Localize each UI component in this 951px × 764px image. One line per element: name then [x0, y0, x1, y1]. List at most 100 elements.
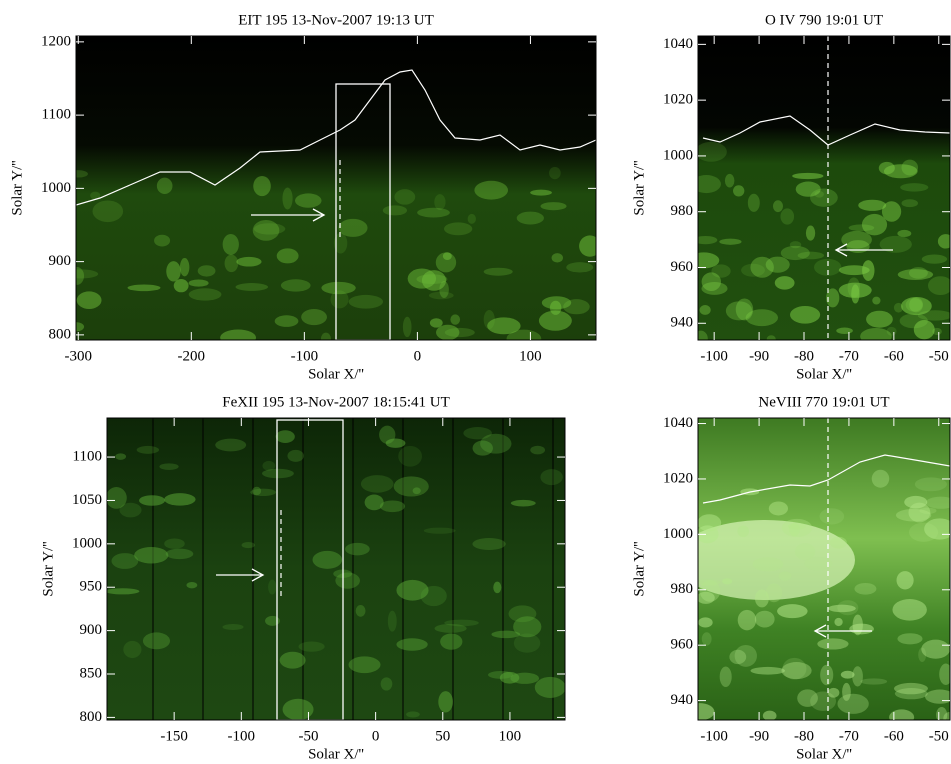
- blob: [253, 175, 271, 197]
- blob: [729, 649, 747, 665]
- stripe: [552, 418, 554, 720]
- y-tick-label: 1000: [72, 535, 102, 551]
- blob: [750, 256, 774, 278]
- blob: [847, 277, 861, 298]
- blob: [921, 639, 950, 659]
- blob: [142, 632, 171, 650]
- limb-contour: [702, 454, 950, 504]
- y-tick-label: 1040: [663, 36, 693, 52]
- blob: [250, 488, 277, 497]
- blob: [858, 199, 887, 211]
- blob: [897, 633, 923, 645]
- x-tick-label: 0: [414, 348, 422, 364]
- blob: [265, 615, 280, 626]
- blob: [862, 260, 875, 281]
- blob: [699, 580, 721, 602]
- blob: [754, 589, 769, 608]
- blob: [379, 500, 406, 513]
- blob: [939, 663, 950, 685]
- x-axis-label: Solar X/'': [796, 366, 852, 382]
- blob: [754, 610, 775, 628]
- blob: [814, 190, 824, 198]
- x-tick-label: 0: [372, 728, 380, 744]
- blob: [766, 335, 776, 340]
- x-tick-label: -50: [298, 728, 318, 744]
- blob: [380, 677, 393, 691]
- y-tick-label: 960: [671, 637, 694, 653]
- panel: -300 -200 -100 0 100 800 900 1000 1100 1200 EIT 19…: [9, 12, 597, 382]
- y-tick-label: 800: [49, 326, 72, 342]
- blob: [735, 298, 754, 321]
- blob: [540, 202, 567, 211]
- blob: [179, 258, 190, 277]
- blob: [510, 499, 536, 507]
- blob: [810, 691, 837, 711]
- blob: [236, 256, 262, 267]
- blob: [699, 305, 711, 315]
- blob: [814, 258, 842, 276]
- blob: [345, 542, 370, 556]
- blob: [852, 614, 863, 636]
- blob: [406, 711, 420, 718]
- blob: [908, 502, 931, 523]
- blob: [188, 279, 209, 287]
- blob: [294, 193, 322, 208]
- blob: [854, 582, 877, 595]
- blob: [276, 248, 299, 264]
- blob: [154, 234, 171, 247]
- blob: [364, 494, 384, 511]
- blob: [253, 223, 286, 235]
- panel: -100 -90 -80 -70 -60 -50 940 960 980 1000 1020 1040…: [631, 394, 951, 762]
- blob: [790, 305, 821, 324]
- blob: [551, 253, 563, 263]
- solar-image: [698, 418, 950, 720]
- blob: [127, 284, 161, 292]
- blob: [871, 469, 890, 488]
- blob: [282, 187, 293, 210]
- blob: [252, 486, 262, 496]
- field-of-view: [335, 83, 391, 340]
- blob: [107, 588, 140, 595]
- blob: [166, 261, 181, 282]
- panel: -100 -90 -80 -70 -60 -50 940 960 980 1000 1020 1040…: [631, 12, 951, 382]
- blob: [493, 581, 502, 594]
- blob: [450, 314, 461, 325]
- x-tick-label: -100: [291, 348, 319, 364]
- blob: [76, 267, 85, 285]
- y-axis-label: Solar Y/'': [631, 160, 647, 216]
- blob: [516, 211, 544, 225]
- blob: [834, 617, 843, 627]
- blob: [765, 583, 783, 603]
- blob: [829, 536, 847, 549]
- blob: [789, 523, 800, 537]
- blob: [92, 200, 124, 223]
- x-tick-label: -100: [700, 348, 728, 364]
- blob: [805, 225, 816, 241]
- blob: [287, 449, 304, 462]
- blob: [320, 332, 331, 340]
- blob: [897, 229, 912, 237]
- blob: [355, 605, 366, 617]
- y-tick-label: 1050: [72, 492, 102, 508]
- blob: [312, 550, 343, 569]
- blob: [810, 188, 838, 207]
- blob: [428, 291, 454, 300]
- blob: [913, 320, 935, 340]
- y-tick-label: 1020: [663, 92, 693, 108]
- blob: [434, 194, 446, 211]
- x-tick-label: 100: [519, 348, 542, 364]
- blob: [820, 664, 834, 686]
- y-tick-label: 980: [671, 203, 694, 219]
- blob: [188, 288, 222, 301]
- blob: [530, 189, 552, 196]
- limb-contour: [76, 69, 596, 206]
- blob: [745, 309, 779, 327]
- blob: [139, 495, 166, 506]
- blob: [701, 282, 728, 295]
- y-tick-label: 900: [80, 622, 103, 638]
- blob: [794, 542, 816, 561]
- blob: [927, 276, 950, 296]
- blob: [275, 430, 295, 443]
- blob: [881, 201, 902, 222]
- blob: [123, 640, 142, 659]
